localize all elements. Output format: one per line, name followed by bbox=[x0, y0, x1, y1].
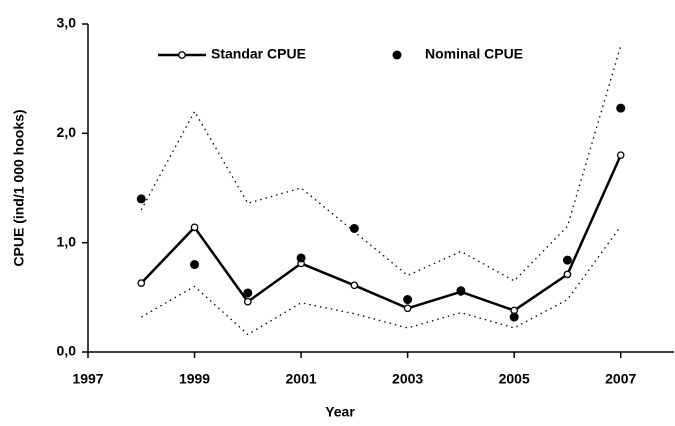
marker bbox=[563, 270, 572, 279]
y-tick-label: 1,0 bbox=[57, 233, 77, 249]
x-axis-label: Year bbox=[325, 404, 355, 420]
marker bbox=[136, 194, 146, 204]
series-line bbox=[140, 225, 622, 336]
marker bbox=[616, 103, 626, 113]
series-line bbox=[140, 154, 622, 312]
y-tick-label: 2,0 bbox=[57, 124, 77, 140]
marker bbox=[403, 295, 413, 305]
legend-label: Standar CPUE bbox=[211, 46, 306, 62]
marker bbox=[243, 288, 253, 298]
y-tick-label: 3,0 bbox=[57, 15, 77, 31]
x-tick-label: 2007 bbox=[605, 371, 636, 387]
marker bbox=[349, 223, 359, 233]
y-axis-label: CPUE (ind/1 000 hooks) bbox=[11, 109, 27, 266]
legend-marker bbox=[392, 50, 402, 60]
x-tick-label: 1999 bbox=[179, 371, 210, 387]
x-tick-label: 2005 bbox=[499, 371, 530, 387]
marker bbox=[137, 279, 146, 287]
marker bbox=[296, 253, 306, 263]
marker bbox=[403, 304, 412, 313]
marker bbox=[456, 286, 466, 296]
series-line bbox=[140, 45, 622, 282]
x-tick-label: 2001 bbox=[286, 371, 317, 387]
marker bbox=[190, 223, 199, 232]
x-tick-label: 2003 bbox=[392, 371, 423, 387]
marker bbox=[350, 281, 359, 290]
y-tick-label: 0,0 bbox=[57, 343, 77, 359]
marker bbox=[190, 260, 200, 270]
x-tick-label: 1997 bbox=[72, 371, 103, 387]
marker bbox=[243, 297, 252, 306]
legend-label: Nominal CPUE bbox=[425, 46, 523, 62]
marker bbox=[562, 255, 572, 265]
legend-marker bbox=[178, 51, 186, 59]
marker bbox=[509, 312, 519, 322]
marker bbox=[616, 151, 625, 160]
